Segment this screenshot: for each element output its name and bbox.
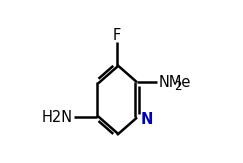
Text: NMe: NMe <box>159 75 191 90</box>
Text: F: F <box>113 28 121 43</box>
Text: N: N <box>140 112 153 127</box>
Text: 2: 2 <box>174 80 182 93</box>
Text: H2N: H2N <box>42 110 73 125</box>
